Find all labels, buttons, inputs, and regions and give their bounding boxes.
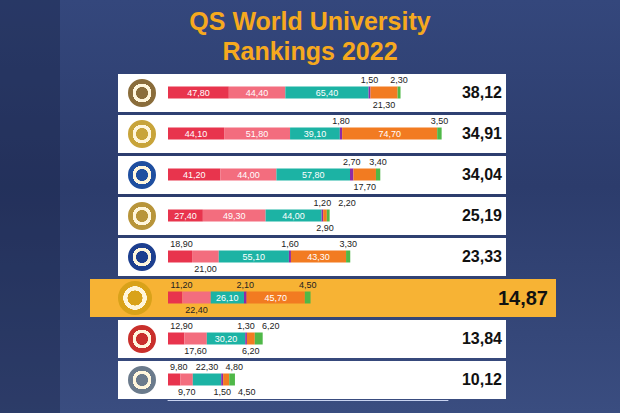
svg-text:22,30: 22,30: [196, 362, 219, 372]
svg-text:65,40: 65,40: [316, 88, 339, 98]
svg-text:22,40: 22,40: [185, 305, 208, 315]
svg-text:2,70: 2,70: [343, 157, 361, 167]
html-text:QS World University Rankings 2: QS World University Rankings 2022: [189, 7, 431, 65]
svg-text:3,30: 3,30: [339, 239, 357, 249]
svg-text:1,30: 1,30: [237, 321, 255, 331]
svg-text:21,00: 21,00: [194, 264, 217, 274]
html-text:10,12: 10,12: [462, 370, 502, 388]
svg-text:21,30: 21,30: [373, 100, 396, 110]
svg-text:57,80: 57,80: [302, 170, 325, 180]
svg-text:4,80: 4,80: [226, 362, 244, 372]
svg-text:2,90: 2,90: [316, 223, 334, 233]
svg-text:17,60: 17,60: [184, 346, 207, 356]
svg-text:6,20: 6,20: [242, 346, 260, 356]
svg-text:51,80: 51,80: [246, 129, 269, 139]
html-text:14,87: 14,87: [497, 286, 548, 309]
svg-text:55,10: 55,10: [243, 252, 266, 262]
html-text:34,91: 34,91: [462, 124, 502, 142]
svg-text:6,20: 6,20: [262, 321, 280, 331]
svg-text:30,20: 30,20: [215, 334, 238, 344]
html-text:34,04: 34,04: [462, 165, 502, 183]
svg-text:3,40: 3,40: [369, 157, 387, 167]
svg-text:11,20: 11,20: [171, 280, 193, 290]
svg-text:2,20: 2,20: [338, 198, 356, 208]
svg-text:41,20: 41,20: [183, 170, 206, 180]
svg-text:2,10: 2,10: [237, 280, 255, 290]
svg-text:74,70: 74,70: [378, 129, 401, 139]
html-text:38,12: 38,12: [462, 83, 502, 101]
svg-text:49,30: 49,30: [223, 211, 246, 221]
svg-text:47,80: 47,80: [187, 88, 210, 98]
svg-text:9,70: 9,70: [178, 387, 196, 397]
svg-text:4,50: 4,50: [238, 387, 256, 397]
svg-text:17,70: 17,70: [353, 182, 376, 192]
svg-text:12,90: 12,90: [170, 321, 193, 331]
svg-text:44,40: 44,40: [246, 88, 269, 98]
svg-text:1,80: 1,80: [332, 116, 350, 126]
svg-text:18,90: 18,90: [170, 239, 193, 249]
svg-text:43,30: 43,30: [307, 252, 330, 262]
html-text:25,19: 25,19: [462, 206, 502, 224]
svg-text:1,20: 1,20: [314, 198, 332, 208]
svg-text:44,00: 44,00: [237, 170, 260, 180]
svg-text:44,00: 44,00: [282, 211, 305, 221]
svg-text:1,60: 1,60: [281, 239, 299, 249]
svg-text:3,50: 3,50: [431, 116, 449, 126]
svg-text:9,80: 9,80: [170, 362, 188, 372]
svg-text:45,70: 45,70: [264, 293, 287, 303]
svg-text:4,50: 4,50: [299, 280, 317, 290]
svg-text:27,40: 27,40: [174, 211, 197, 221]
svg-text:2,30: 2,30: [390, 75, 408, 85]
svg-text:26,10: 26,10: [216, 293, 239, 303]
svg-text:39,10: 39,10: [304, 129, 327, 139]
svg-text:1,50: 1,50: [361, 75, 379, 85]
svg-text:1,50: 1,50: [213, 387, 231, 397]
svg-text:44,10: 44,10: [185, 129, 208, 139]
html-text:23,33: 23,33: [462, 247, 502, 265]
html-text:13,84: 13,84: [462, 329, 502, 347]
